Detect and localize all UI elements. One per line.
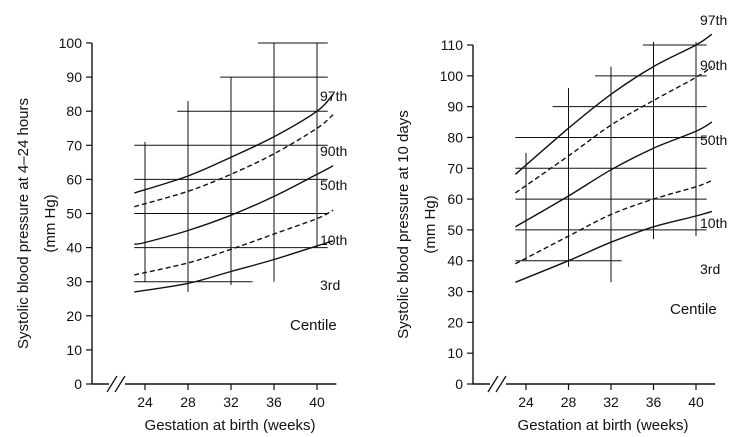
- y-tick-label: 50: [66, 206, 82, 222]
- series-line-3rd: [134, 240, 334, 293]
- x-tick-label: 36: [646, 394, 662, 410]
- series-label-10th: 10th: [700, 215, 727, 231]
- series-line-90th: [134, 114, 334, 208]
- series-label-3rd: 3rd: [700, 261, 720, 277]
- x-tick-label: 40: [309, 394, 325, 410]
- series-line-3rd: [515, 210, 713, 283]
- chart-panel-1: 0 10 20 30 40 50 60 70 80 90 100 24 28 32 36 40 97th 90th…: [15, 35, 347, 434]
- y-axis-title-line1: Systolic blood pressure at 10 days: [395, 110, 412, 338]
- series-label-97th: 97th: [320, 88, 347, 104]
- axis-break-mark: [487, 375, 499, 393]
- chart-panel-2: 0 10 20 30 40 50 60 70 80 90 100 110 24 28 32 36 40 97th 9…: [395, 12, 727, 434]
- y-tick-label: 40: [447, 253, 463, 269]
- y-tick-label: 10: [447, 345, 463, 361]
- series-label-90th: 90th: [320, 143, 347, 159]
- x-tick-label: 36: [266, 394, 282, 410]
- centile-title: Centile: [290, 317, 337, 334]
- x-axis-title: Gestation at birth (weeks): [145, 417, 316, 434]
- y-tick-label: 70: [447, 160, 463, 176]
- series-line-50th: [134, 165, 334, 245]
- x-axis-title: Gestation at birth (weeks): [518, 417, 689, 434]
- axis-break-mark: [106, 375, 118, 393]
- series-line-97th: [134, 93, 334, 194]
- axis-break-mark: [495, 375, 507, 393]
- y-axis-title-line2: (mm Hg): [42, 194, 59, 252]
- y-tick-label: 60: [447, 191, 463, 207]
- series-line-97th: [514, 33, 713, 175]
- y-axis-title-line2: (mm Hg): [422, 195, 439, 253]
- series-label-3rd: 3rd: [320, 277, 340, 293]
- y-tick-label: 70: [66, 137, 82, 153]
- x-tick-label: 32: [603, 394, 619, 410]
- x-tick-label: 28: [180, 394, 196, 410]
- series-line-90th: [515, 66, 713, 194]
- series-label-50th: 50th: [320, 177, 347, 193]
- y-tick-label: 90: [66, 69, 82, 85]
- y-tick-label: 20: [66, 308, 82, 324]
- series-line-10th: [134, 209, 334, 276]
- y-tick-label: 10: [66, 342, 82, 358]
- y-tick-label: 30: [66, 274, 82, 290]
- y-tick-label: 100: [440, 68, 464, 84]
- x-tick-label: 24: [518, 394, 534, 410]
- axis-break-mark: [114, 375, 126, 393]
- series-label-90th: 90th: [700, 57, 727, 73]
- series-line-10th: [515, 179, 713, 265]
- y-tick-label: 80: [447, 129, 463, 145]
- y-tick-label: 110: [441, 37, 464, 53]
- y-tick-label: 40: [66, 240, 82, 256]
- y-tick-label: 100: [59, 35, 83, 51]
- y-tick-label: 30: [447, 284, 463, 300]
- x-tick-label: 24: [137, 394, 153, 410]
- x-tick-label: 40: [688, 394, 704, 410]
- series-label-50th: 50th: [700, 132, 727, 148]
- y-tick-label: 80: [66, 103, 82, 119]
- y-tick-label: 60: [66, 171, 82, 187]
- centile-title: Centile: [670, 301, 717, 318]
- y-tick-label: 20: [447, 314, 463, 330]
- y-axis-title-line1: Systolic blood pressure at 4–24 hours: [15, 98, 32, 349]
- y-tick-label: 90: [447, 99, 463, 115]
- x-tick-label: 32: [223, 394, 239, 410]
- y-tick-label: 0: [74, 376, 82, 392]
- y-tick-label: 50: [447, 222, 463, 238]
- series-line-50th: [515, 121, 713, 228]
- x-tick-label: 28: [561, 394, 577, 410]
- series-label-10th: 10th: [320, 232, 347, 248]
- series-label-97th: 97th: [700, 12, 727, 28]
- y-tick-label: 0: [455, 376, 463, 392]
